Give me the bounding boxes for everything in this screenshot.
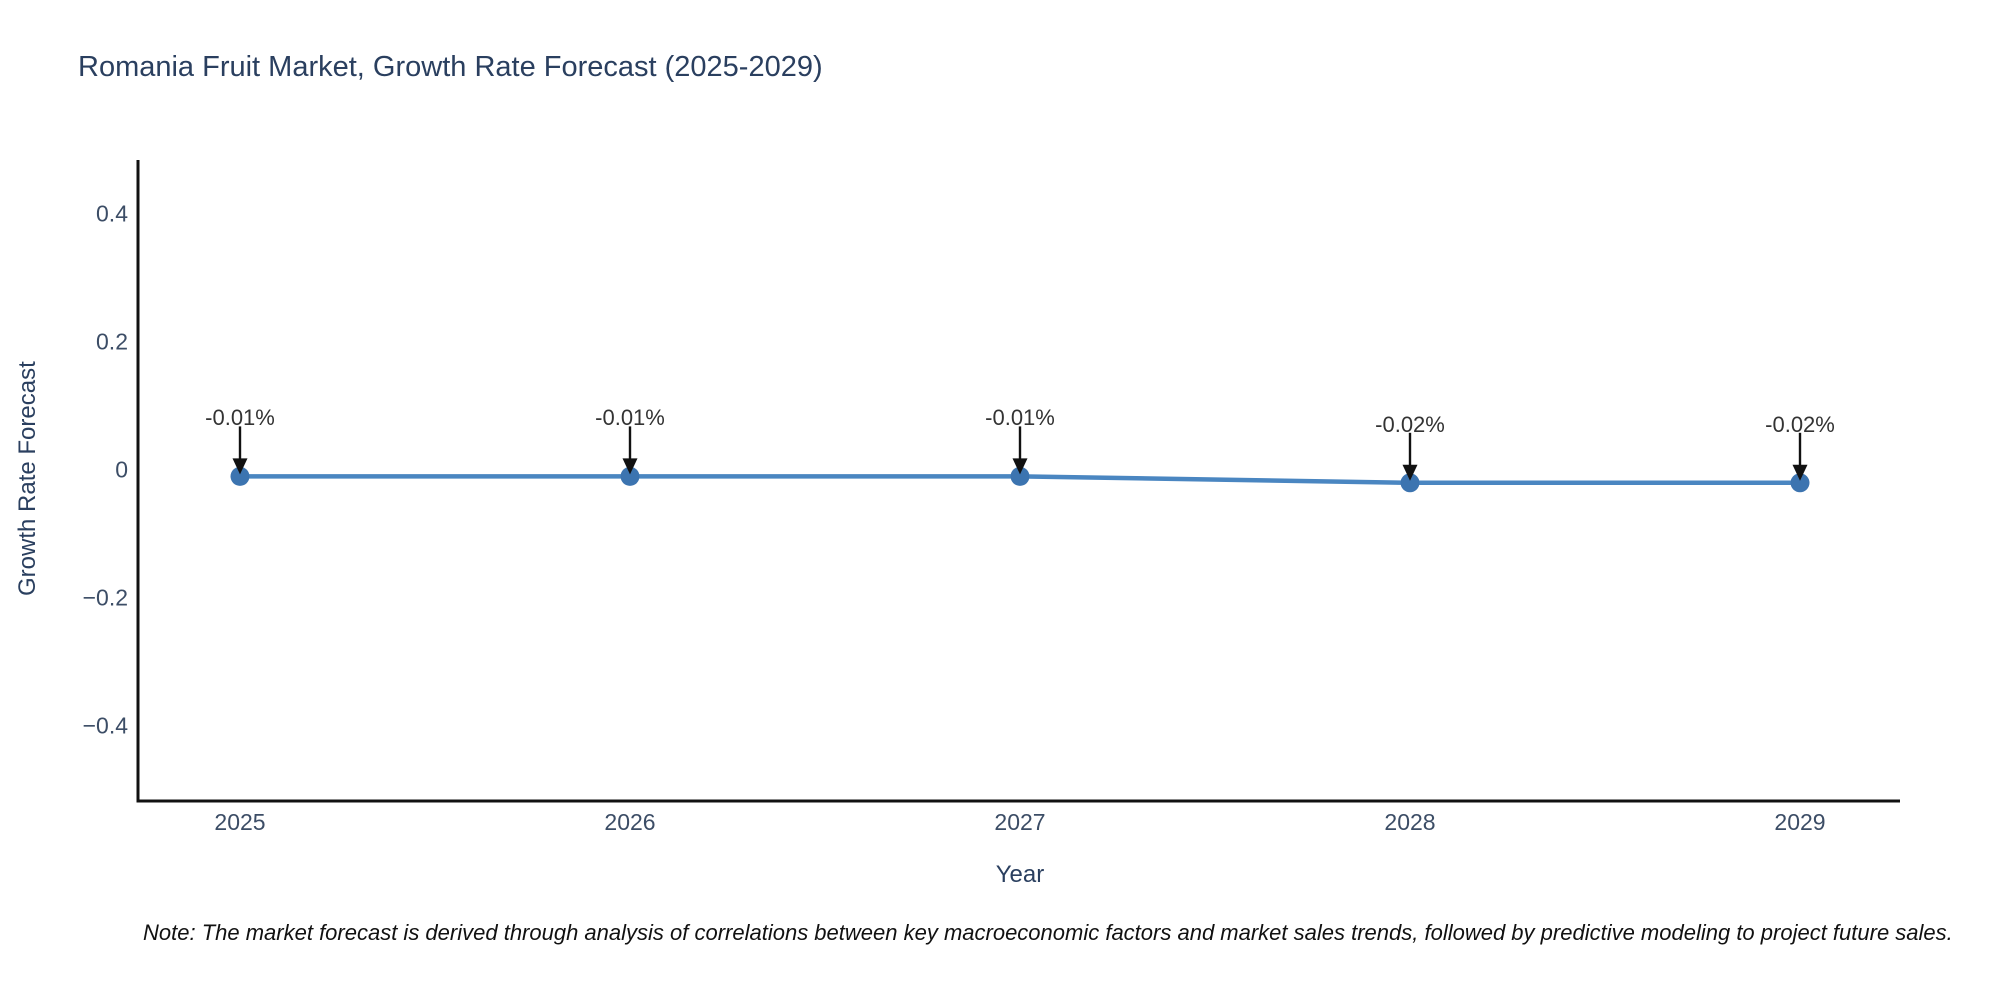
annotation-arrowhead [1012,458,1028,475]
annotation-arrowhead [232,458,248,475]
chart-title: Romania Fruit Market, Growth Rate Foreca… [78,51,823,83]
annotation-label: -0.02% [1375,411,1445,437]
data-point-marker [1790,473,1810,493]
y-axis-title: Growth Rate Forecast [14,361,41,596]
y-tick-label: −0.2 [82,584,128,611]
axis-spines [136,160,1900,803]
x-axis-title: Year [995,861,1045,888]
data-point-marker [230,466,250,486]
data-point-marker [620,466,640,486]
annotation-arrowhead [1402,464,1418,481]
annotation-label: -0.01% [205,405,275,431]
annotation-label: -0.01% [985,405,1055,431]
x-tick-label: 2029 [1774,809,1826,835]
data-point-marker [1010,466,1030,486]
y-tick-label: 0.2 [96,328,128,355]
x-tick-label: 2028 [1384,809,1436,835]
x-tick-label: 2027 [994,809,1046,835]
x-tick-label: 2026 [604,809,656,835]
annotation-arrowhead [1792,464,1808,481]
footnote: Note: The market forecast is derived thr… [143,920,1953,945]
y-tick-label: −0.4 [82,712,128,739]
data-series [230,466,1810,493]
annotation-label: -0.02% [1765,411,1835,437]
data-point-marker [1400,473,1420,493]
annotation-label: -0.01% [595,405,665,431]
y-tick-label: 0 [115,456,128,483]
annotation-arrows [232,426,1808,481]
annotation-arrowhead [622,458,638,475]
x-tick-label: 2025 [214,809,266,835]
y-tick-label: 0.4 [96,200,128,227]
